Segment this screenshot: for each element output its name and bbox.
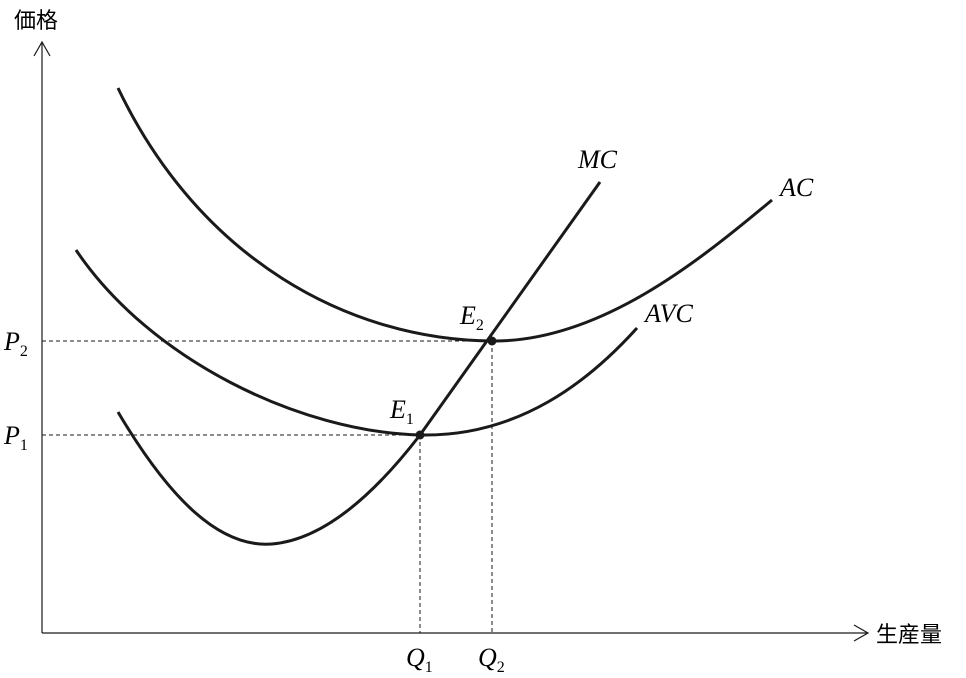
y-axis-label: 価格 (14, 9, 58, 34)
q2-letter: Q (478, 643, 497, 672)
avc-curve (74, 249, 639, 437)
p2-subscript: 2 (20, 343, 28, 360)
e2-letter: E (459, 301, 476, 330)
p1-label: P1 (3, 421, 28, 454)
x-axis (42, 624, 870, 642)
e1-point (415, 430, 425, 440)
q1-subscript: 1 (425, 659, 433, 676)
q2-label: Q2 (478, 643, 505, 676)
p2-label: P2 (3, 327, 28, 360)
q2-subscript: 2 (497, 659, 505, 676)
mc-label: MC (577, 145, 618, 174)
q1-label: Q1 (406, 643, 433, 676)
avc-label: AVC (643, 299, 693, 328)
ac-label: AC (778, 173, 814, 202)
p1-subscript: 1 (20, 437, 28, 454)
e1-letter: E (389, 395, 406, 424)
e2-label: E2 (459, 301, 484, 334)
x-axis-label: 生産量 (876, 623, 942, 648)
e2-subscript: 2 (476, 317, 484, 334)
e1-label: E1 (389, 395, 414, 428)
ac-curve (116, 87, 773, 343)
p1-letter: P (3, 421, 20, 450)
e1-subscript: 1 (406, 411, 414, 428)
mc-curve (116, 181, 602, 546)
y-axis (33, 40, 51, 633)
q1-letter: Q (406, 643, 425, 672)
e2-point (487, 336, 497, 346)
p2-letter: P (3, 327, 20, 356)
